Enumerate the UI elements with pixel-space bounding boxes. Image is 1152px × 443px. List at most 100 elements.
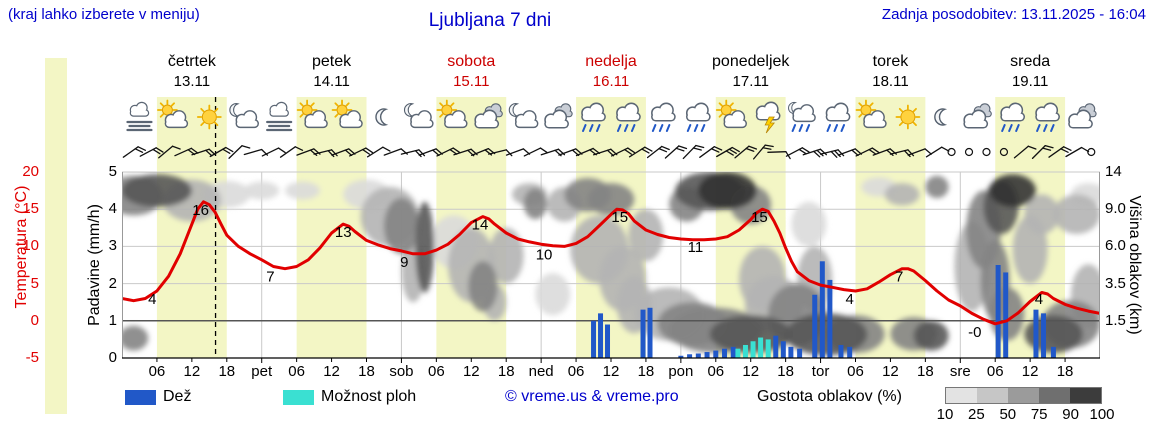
cloud-blob [244, 181, 280, 200]
hour-tick-label: 18 [1056, 363, 1074, 380]
wind-barb-icon [699, 146, 723, 158]
wind-barb-icon [1013, 145, 1037, 159]
day-abbrev-label: sob [389, 363, 414, 380]
cloud-axis-tick: 9.0 [1105, 200, 1126, 218]
hour-tick-label: 18 [777, 363, 794, 380]
day-abbrev-label: pet [251, 363, 273, 380]
temperature-value-label: 7 [266, 269, 274, 286]
left-accent-strip [45, 58, 67, 414]
wind-barb-icon [209, 146, 234, 158]
rain-icon [685, 102, 711, 132]
rain-bar [995, 265, 1001, 358]
rain-bar [827, 279, 833, 358]
cloud-blob [884, 183, 920, 206]
rain-bar [788, 346, 794, 358]
density-tick: 50 [999, 406, 1017, 423]
shower-bar [750, 341, 756, 358]
rain-icon [825, 102, 851, 132]
hour-tick-label: 12 [602, 363, 620, 380]
rain-bar [838, 344, 844, 358]
wind-barb-icon [716, 146, 740, 158]
rain-icon [651, 102, 676, 132]
wind-barb-icon [1065, 146, 1090, 158]
rain-icon [581, 102, 606, 132]
rain-bar [591, 320, 597, 358]
hour-tick-label: 18 [637, 363, 655, 380]
day-header: četrtek 13.11 [122, 51, 262, 92]
wind-barb-icon [1031, 144, 1054, 160]
cloud-density-scale [945, 387, 1102, 404]
temperature-value-label: 7 [895, 269, 903, 286]
temperature-value-label: 15 [611, 209, 628, 226]
day-name: torek [872, 53, 909, 70]
rain-bar [812, 294, 818, 358]
wind-barb-icon [488, 149, 513, 157]
day-date: 17.11 [732, 73, 769, 90]
density-tick: 10 [936, 406, 954, 423]
shower-bar [758, 337, 764, 358]
wind-barb-icon [400, 149, 426, 158]
day-abbrev-label: pon [668, 363, 694, 380]
calm-wind-icon [1087, 147, 1096, 157]
cloud-blob [1024, 194, 1060, 234]
temperature-value-label: 4 [148, 291, 156, 308]
wind-barb-icon [855, 147, 880, 157]
rain-bar [773, 335, 779, 358]
cloud-blob [122, 174, 192, 207]
day-header: sreda 19.11 [960, 51, 1100, 92]
sun-cloud-icon [331, 99, 363, 129]
wind-barb-icon [664, 145, 688, 159]
moon-cloud-icon [508, 103, 539, 129]
cloud-blob [913, 320, 949, 351]
sun-icon [196, 104, 222, 130]
rain-bar [780, 341, 786, 358]
hour-tick-label: 18 [497, 363, 515, 380]
hour-tick-label: 18 [917, 363, 934, 380]
shower-legend-swatch [283, 390, 314, 405]
cloud-icon [544, 103, 573, 129]
weather-icons-row [126, 99, 1097, 134]
wind-barb-icon [139, 147, 164, 157]
wind-barb-icon [158, 145, 181, 159]
cloud-density-label: Gostota oblakov (%) [757, 388, 902, 405]
wind-barb-icon [313, 149, 338, 158]
hour-tick-label: 18 [218, 363, 236, 380]
temperature-value-label: 13 [335, 224, 352, 241]
hour-tick-label: 12 [1021, 363, 1039, 380]
credit-link[interactable]: © vreme.us & vreme.pro [505, 388, 679, 405]
temperature-value-label: 15 [751, 209, 768, 226]
hour-tick-label: 12 [462, 363, 480, 380]
hour-tick-label: 12 [183, 363, 201, 380]
temp-axis-tick: 15 [22, 200, 39, 218]
temperature-value-label: 9 [400, 254, 408, 271]
temperature-line [122, 200, 1100, 326]
temperature-value-label: 4 [846, 291, 854, 308]
rain-bar [797, 348, 803, 358]
temp-axis-tick: 20 [22, 163, 39, 180]
cloud-icon [963, 103, 992, 129]
shower-bar [765, 339, 771, 358]
x-axis-labels: 06 12 18 pet 06 12 18 sob 06 12 18 ned 06 12 18 pon 06 12… [122, 363, 1100, 381]
cloud-blob [468, 261, 498, 312]
day-name: petek [312, 53, 352, 70]
cloud-blob [535, 273, 571, 316]
calm-wind-icon [999, 147, 1009, 157]
rain-bar [1033, 309, 1039, 358]
wind-barb-icon [122, 146, 147, 158]
sun-cloud-icon [855, 99, 887, 129]
rain-bar [704, 352, 710, 358]
wind-barb-icon [802, 148, 828, 158]
day-name: ponedeljek [712, 53, 790, 70]
wind-barb-icon [889, 149, 915, 158]
cloud-blob [785, 313, 868, 356]
shower-bar [735, 348, 741, 358]
moon-cloud-icon [229, 103, 259, 129]
day-name: sobota [447, 53, 496, 70]
day-date: 15.11 [453, 73, 490, 90]
day-date: 14.11 [313, 73, 350, 90]
hour-tick-label: 06 [148, 363, 166, 380]
rain-bar [687, 354, 693, 358]
rain-bar [647, 307, 653, 358]
temp-axis-tick: 10 [22, 237, 39, 255]
cloud-icon [474, 103, 503, 129]
